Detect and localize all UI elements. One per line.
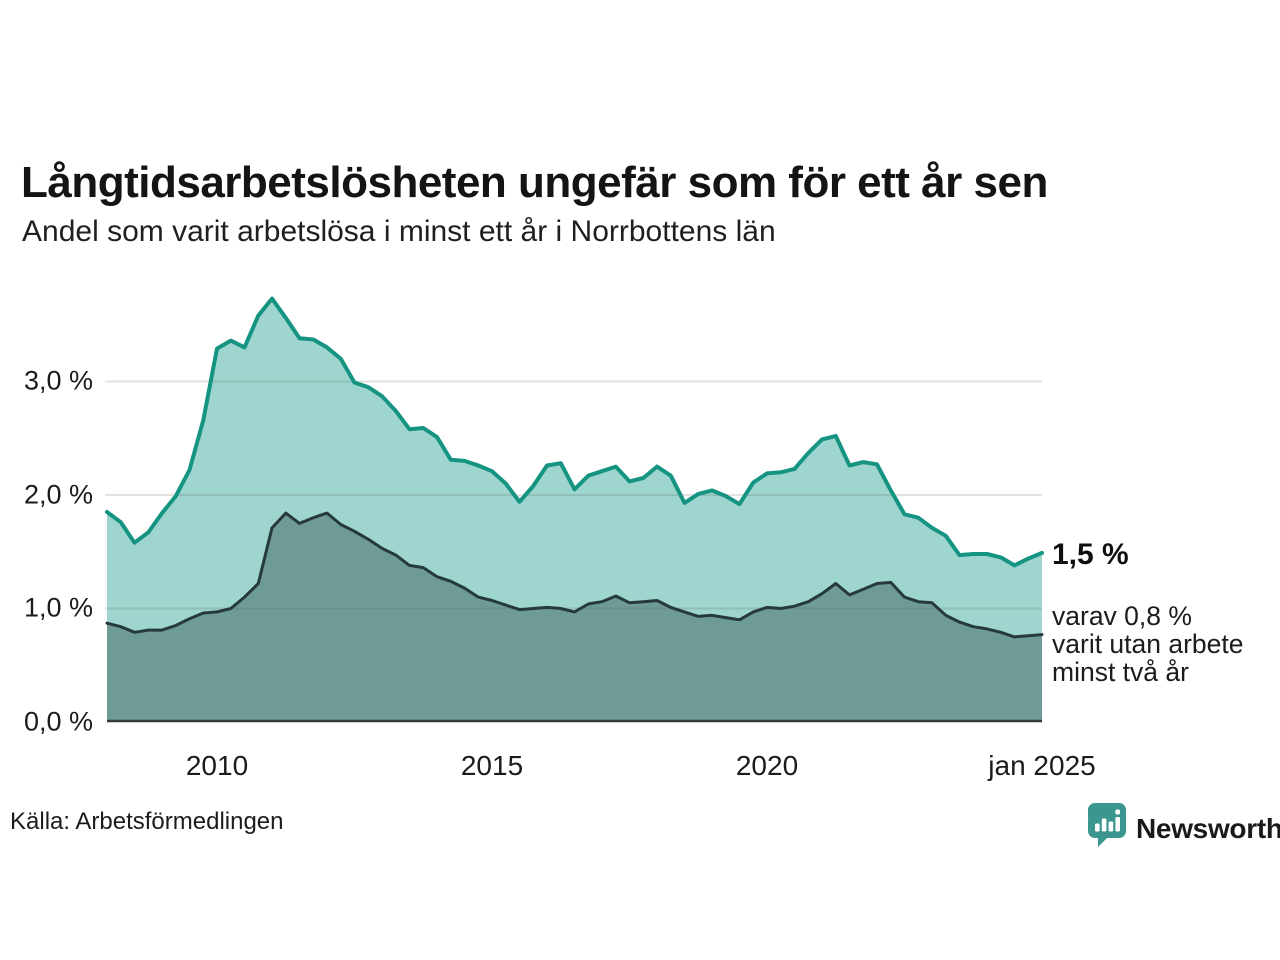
x-tick-label: jan 2025	[988, 750, 1096, 781]
plot-area	[105, 285, 1044, 723]
source-credit: Källa: Arbetsförmedlingen	[10, 808, 284, 835]
y-tick-label: 3,0 %	[23, 365, 93, 396]
x-tick-label: 2020	[735, 750, 799, 781]
chart-subtitle: Andel som varit arbetslösa i minst ett å…	[22, 215, 776, 248]
plot-svg	[105, 296, 1044, 723]
brand-name: Newsworthy	[1136, 812, 1280, 844]
latest-value-annotation: 1,5 %	[1052, 538, 1129, 571]
latest-detail-annotation: varav 0,8 % varit utan arbete minst två …	[1052, 601, 1244, 687]
y-tick-label: 1,0 %	[23, 592, 93, 623]
newsworthy-speech-bubble-bar-chart-icon	[1087, 802, 1127, 853]
chart-title: Långtidsarbetslösheten ungefär som för e…	[21, 158, 1048, 208]
y-tick-label: 2,0 %	[23, 479, 93, 510]
x-tick-label: 2015	[460, 750, 524, 781]
x-tick-label: 2010	[185, 750, 249, 781]
brand-logo: Newsworthy	[1087, 802, 1280, 853]
y-tick-label: 0,0 %	[23, 706, 93, 737]
